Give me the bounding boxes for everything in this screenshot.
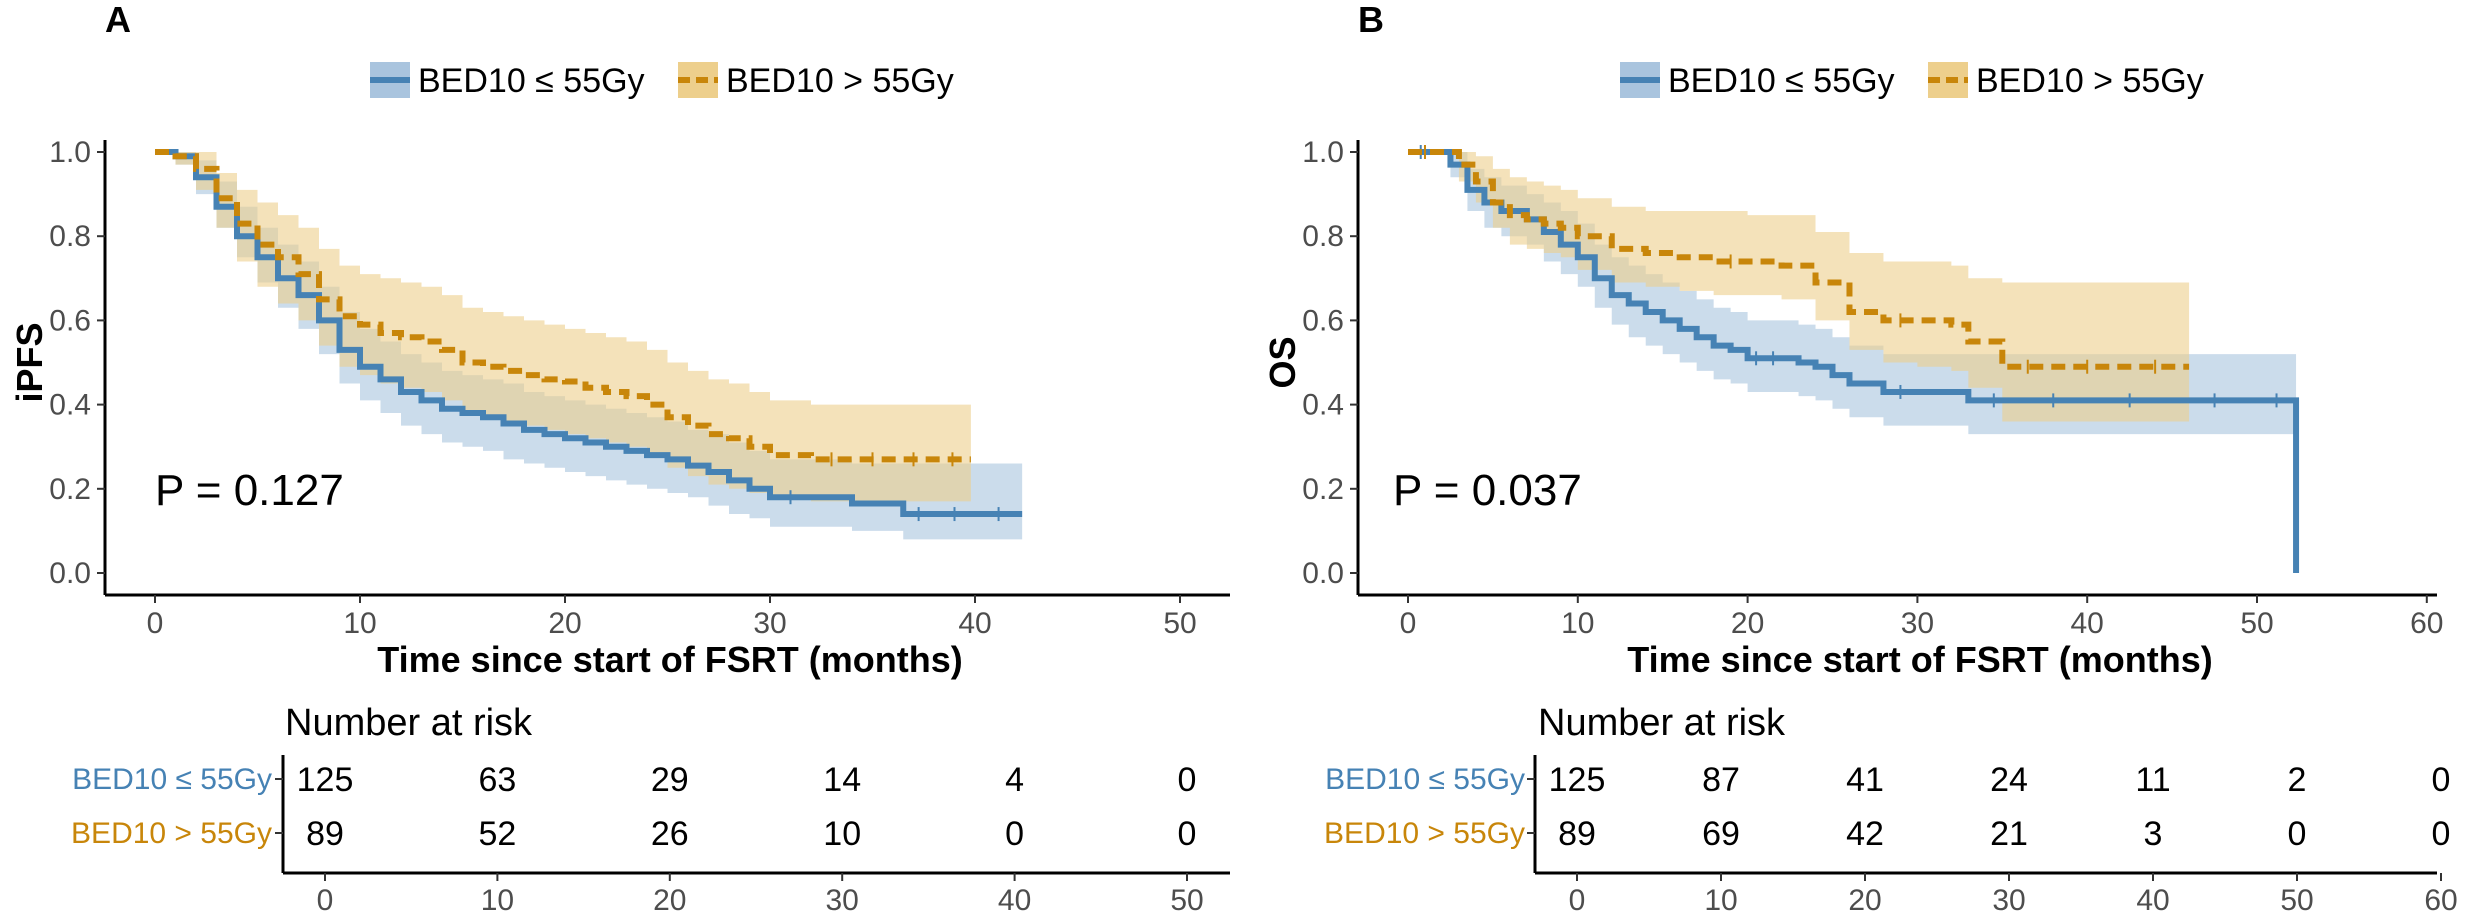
x-axis-title: Time since start of FSRT (months) (1627, 639, 2212, 680)
p-value: P = 0.037 (1393, 466, 1582, 515)
risk-count: 87 (1702, 761, 1740, 799)
risk-row-label: BED10 > 55Gy (1324, 817, 1525, 850)
risk-count: 4 (1005, 761, 1024, 799)
risk-count: 89 (1558, 815, 1596, 853)
risk-x-tick-label: 50 (2280, 884, 2313, 915)
y-tick-label: 0.0 (1302, 557, 1344, 590)
panel-b: B BED10 ≤ 55Gy BED10 > 55Gy 0.0 0.2 0.4 0.6 0.8… (1262, 0, 2458, 915)
risk-count: 11 (2135, 761, 2170, 799)
y-axis-title: OS (1262, 336, 1303, 388)
risk-x-tick-label: 20 (1848, 884, 1881, 915)
y-tick-label: 0.4 (1302, 389, 1344, 422)
legend: BED10 ≤ 55Gy BED10 > 55Gy (1620, 62, 2204, 100)
x-tick-label: 10 (1561, 607, 1594, 640)
risk-x-tick-label: 40 (2136, 884, 2169, 915)
risk-x-tick-label: 10 (481, 884, 514, 915)
risk-x-tick-label: 30 (826, 884, 859, 915)
risk-count: 125 (297, 761, 354, 799)
risk-x-tick-label: 20 (653, 884, 686, 915)
risk-table-title: Number at risk (1538, 702, 1786, 744)
legend-label: BED10 ≤ 55Gy (1668, 62, 1895, 100)
km-curve-low (1408, 149, 2300, 573)
risk-count: 69 (1702, 815, 1740, 853)
x-tick-label: 0 (147, 607, 164, 640)
risk-count: 0 (2432, 761, 2451, 799)
risk-count: 3 (2144, 815, 2163, 853)
y-tick-label: 1.0 (49, 136, 91, 169)
risk-count: 52 (478, 815, 516, 853)
y-tick-label: 0.4 (49, 389, 91, 422)
y-tick-label: 1.0 (1302, 136, 1344, 169)
y-tick-label: 0.8 (49, 220, 91, 253)
panel-letter: B (1358, 0, 1384, 40)
risk-count: 0 (1005, 815, 1024, 853)
panel-a: A BED10 ≤ 55Gy BED10 > 55Gy 0.0 0.2 0.4 0.6 0.8… (9, 0, 1230, 915)
x-tick-label: 10 (343, 607, 376, 640)
legend-label: BED10 ≤ 55Gy (418, 62, 645, 100)
risk-x-tick-label: 60 (2424, 884, 2457, 915)
x-tick-label: 30 (1901, 607, 1934, 640)
x-tick-label: 40 (2071, 607, 2104, 640)
risk-count: 0 (1178, 761, 1197, 799)
risk-count: 24 (1990, 761, 2028, 799)
risk-count: 0 (2432, 815, 2451, 853)
y-axis-title: iPFS (9, 322, 50, 402)
risk-x-tick-label: 0 (1569, 884, 1586, 915)
risk-count: 42 (1846, 815, 1884, 853)
risk-count: 14 (823, 761, 861, 799)
risk-x-tick-label: 50 (1170, 884, 1203, 915)
risk-count: 125 (1549, 761, 1606, 799)
risk-count: 10 (823, 815, 861, 853)
risk-row-label: BED10 ≤ 55Gy (1325, 763, 1525, 796)
risk-table-title: Number at risk (285, 702, 533, 744)
risk-count: 29 (651, 761, 689, 799)
y-tick-label: 0.8 (1302, 220, 1344, 253)
x-tick-label: 50 (2240, 607, 2273, 640)
risk-count: 63 (478, 761, 516, 799)
x-tick-label: 0 (1400, 607, 1417, 640)
risk-count: 0 (1178, 815, 1197, 853)
y-tick-label: 0.0 (49, 557, 91, 590)
risk-count: 21 (1990, 815, 2028, 853)
y-tick-label: 0.2 (49, 473, 91, 506)
risk-x-tick-label: 0 (317, 884, 334, 915)
km-curve-high (155, 149, 971, 463)
risk-count: 2 (2288, 761, 2307, 799)
p-value: P = 0.127 (155, 466, 344, 515)
x-tick-label: 50 (1163, 607, 1196, 640)
y-tick-label: 0.6 (49, 304, 91, 337)
risk-count: 0 (2288, 815, 2307, 853)
legend-key-low (370, 62, 410, 98)
legend-label: BED10 > 55Gy (726, 62, 954, 100)
x-tick-label: 30 (753, 607, 786, 640)
risk-count: 89 (306, 815, 344, 853)
risk-x-tick-label: 10 (1704, 884, 1737, 915)
x-tick-label: 20 (1731, 607, 1764, 640)
legend-key-high (678, 62, 718, 98)
y-tick-label: 0.6 (1302, 304, 1344, 337)
legend-key-low (1620, 62, 1660, 98)
risk-row-label: BED10 ≤ 55Gy (72, 763, 272, 796)
km-curve-low (155, 149, 1023, 518)
legend-key-high (1928, 62, 1968, 98)
y-tick-label: 0.2 (1302, 473, 1344, 506)
risk-x-tick-label: 30 (1992, 884, 2025, 915)
legend-label: BED10 > 55Gy (1976, 62, 2204, 100)
risk-row-label: BED10 > 55Gy (71, 817, 272, 850)
x-axis-title: Time since start of FSRT (months) (377, 639, 962, 680)
risk-count: 26 (651, 815, 689, 853)
x-tick-label: 60 (2410, 607, 2443, 640)
panel-letter: A (105, 0, 131, 40)
ci-band-high (1408, 152, 2190, 422)
km-curve-high (1408, 149, 2190, 370)
risk-x-tick-label: 40 (998, 884, 1031, 915)
x-tick-label: 40 (958, 607, 991, 640)
x-tick-label: 20 (548, 607, 581, 640)
ci-band-high (155, 152, 971, 502)
legend: BED10 ≤ 55Gy BED10 > 55Gy (370, 62, 954, 100)
risk-count: 41 (1846, 761, 1884, 799)
